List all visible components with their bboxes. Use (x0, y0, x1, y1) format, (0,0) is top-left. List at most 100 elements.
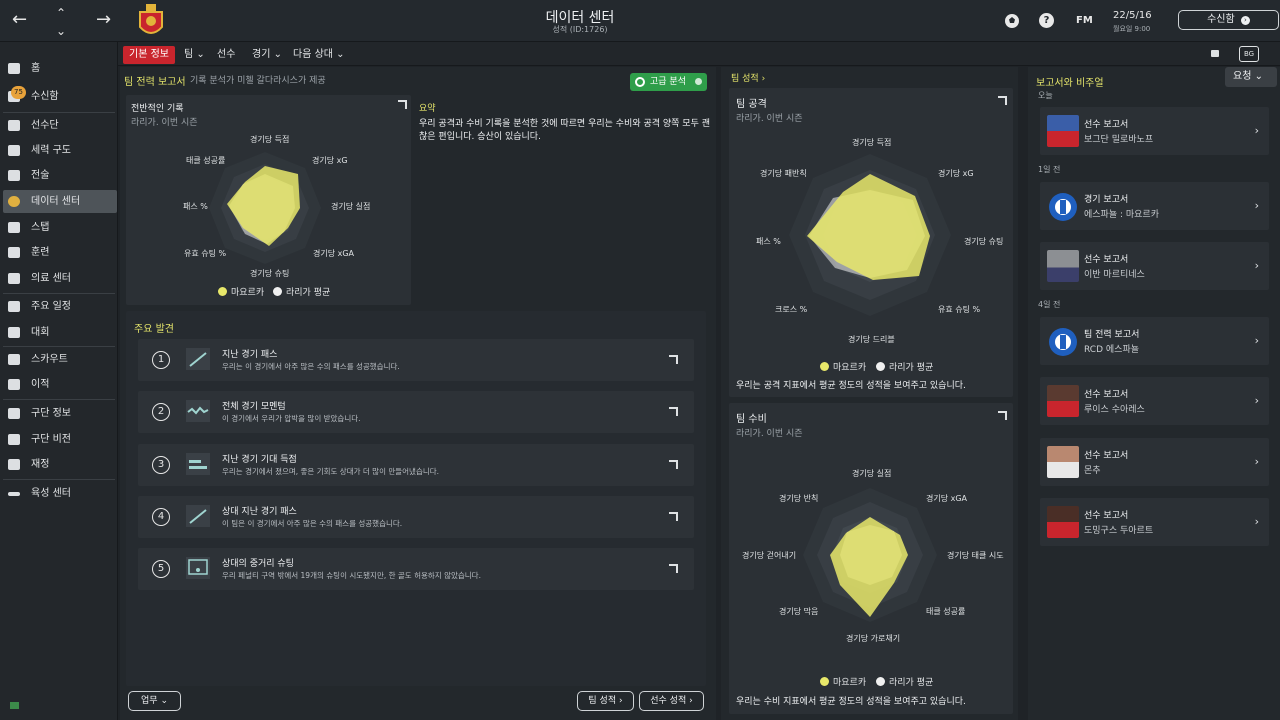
summary-text: 우리 공격과 수비 기록을 분석한 것에 따르면 우리는 수비와 공격 양쪽 모… (419, 119, 711, 142)
finding-item[interactable]: 2 전체 경기 모멘텀 이 경기에서 우리가 압박을 많이 받았습니다. (138, 391, 694, 433)
fm-logo[interactable]: FM (1076, 15, 1093, 26)
legend-team: 마요르카 (218, 285, 264, 298)
soccer-ball-icon[interactable] (1004, 13, 1020, 29)
chevron-up-icon[interactable]: ⌃ (56, 6, 67, 20)
expand-icon[interactable] (998, 96, 1007, 105)
group-time: 1일 전 (1038, 165, 1061, 174)
forward-arrow-icon[interactable]: → (96, 9, 112, 30)
finance-icon (8, 459, 20, 470)
page-subtitle: 성적 (ID:1726) (552, 25, 608, 34)
team-performance-button[interactable]: 팀 성적 › (577, 691, 634, 711)
legend-dot (218, 287, 227, 296)
radar-label: 경기당 슈팅 (964, 237, 1004, 246)
radar-label: 경기당 실점 (852, 469, 892, 478)
overall-record-subtitle: 라리가. 이번 시즌 (131, 118, 198, 128)
radar-label: 패스 % (756, 237, 781, 246)
report-item[interactable]: 팀 전력 보고서 RCD 에스파뇰 › (1040, 317, 1269, 365)
report-type: 경기 보고서 (1084, 195, 1129, 205)
sidebar-item-dynamics[interactable]: 세력 구도 (3, 139, 117, 162)
report-item[interactable]: 선수 보고서 이반 마르티네스 › (1040, 242, 1269, 290)
tab-overview[interactable]: 기본 정보 (123, 46, 175, 64)
report-type: 선수 보고서 (1084, 390, 1129, 400)
game-date: 22/5/16 (1113, 10, 1152, 21)
finding-item[interactable]: 5 상대의 중거리 슈팅 우리 페널티 구역 밖에서 19개의 슈팅이 시도됐지… (138, 548, 694, 590)
report-item[interactable]: 경기 보고서 에스파뇰 : 마요르카 › (1040, 182, 1269, 230)
report-item[interactable]: 선수 보고서 도밍구스 두아르트 › (1040, 498, 1269, 546)
help-icon[interactable]: ? (1039, 13, 1054, 28)
sidebar-item-staff[interactable]: 스탭 (3, 216, 117, 239)
club-crest-icon[interactable] (137, 3, 165, 39)
expand-icon[interactable] (669, 564, 678, 573)
radar-label: 경기당 패반칙 (760, 169, 807, 178)
finding-item[interactable]: 1 지난 경기 패스 우리는 이 경기에서 아주 많은 수의 패스를 성공했습니… (138, 339, 694, 381)
player-avatar (1047, 115, 1079, 147)
expand-icon[interactable] (669, 355, 678, 364)
finding-item[interactable]: 4 상대 지난 경기 패스 이 팀은 이 경기에서 아주 많은 수의 패스를 성… (138, 496, 694, 538)
sidebar-item-club-info[interactable]: 구단 정보 (3, 402, 117, 425)
tab-players[interactable]: 선수 (217, 49, 236, 60)
sidebar-item-transfers[interactable]: 이적 (3, 373, 117, 396)
radar-label: 태클 성공률 (926, 607, 966, 616)
trophy-icon (8, 327, 20, 338)
continue-inbox-button[interactable]: 수신함 › (1178, 10, 1279, 30)
report-subject: 루이스 수아레스 (1084, 405, 1145, 415)
sidebar-item-competitions[interactable]: 대회 (3, 321, 117, 344)
reports-filter-dropdown[interactable]: 요청 ⌄ (1225, 67, 1277, 87)
radar-label: 유효 슈팅 % (184, 249, 227, 258)
sidebar-item-development[interactable]: 육성 센터 (3, 482, 117, 505)
tab-next-opponent[interactable]: 다음 상대 ⌄ (293, 49, 345, 60)
sidebar-item-inbox[interactable]: 75 수신함 (3, 85, 117, 108)
radar-label: 경기당 슈팅 (250, 269, 290, 278)
work-dropdown[interactable]: 업무 ⌄ (128, 691, 181, 711)
chevron-right-icon: › (1254, 124, 1259, 137)
attack-radar-chart (789, 154, 951, 316)
expand-icon[interactable] (998, 411, 1007, 420)
background-toggle-icon[interactable]: BG (1239, 46, 1259, 62)
report-item[interactable]: 선수 보고서 루이스 수아레스 › (1040, 377, 1269, 425)
radar-label: 경기당 드리블 (848, 335, 895, 344)
expand-icon[interactable] (669, 407, 678, 416)
chevron-down-icon[interactable]: ⌄ (56, 24, 67, 38)
long-shot-icon (186, 557, 210, 579)
expand-icon[interactable] (669, 460, 678, 469)
report-item[interactable]: 선수 보고서 보그단 밀로바노프 › (1040, 107, 1269, 155)
game-time: 월요일 9:00 (1113, 25, 1151, 33)
sidebar-item-tactics[interactable]: 전술 (3, 164, 117, 187)
report-type: 선수 보고서 (1084, 451, 1129, 461)
club-info-icon (8, 408, 20, 419)
sub-navigation: 기본 정보 팀 ⌄ 선수 경기 ⌄ 다음 상대 ⌄ BG (118, 42, 1280, 66)
radar-label: 경기당 막음 (779, 607, 819, 616)
sidebar-item-home[interactable]: 홈 (3, 57, 117, 80)
radar-label: 경기당 xGA (313, 249, 355, 258)
sidebar-item-scouting[interactable]: 스카우트 (3, 348, 117, 371)
sidebar-item-club-vision[interactable]: 구단 비전 (3, 428, 117, 451)
legend-team: 마요르카 (820, 360, 866, 373)
back-arrow-icon[interactable]: ← (12, 9, 28, 30)
lock-icon[interactable] (1211, 50, 1219, 57)
report-item[interactable]: 선수 보고서 몬추 › (1040, 438, 1269, 486)
player-avatar (1047, 506, 1079, 538)
radar-label: 경기당 반칙 (779, 494, 819, 503)
legend-dot (820, 362, 829, 371)
sidebar-item-schedule[interactable]: 주요 일정 (3, 295, 117, 318)
tab-matches[interactable]: 경기 ⌄ (252, 49, 282, 60)
expand-icon[interactable] (669, 512, 678, 521)
medical-icon (8, 273, 20, 284)
sidebar: 홈 75 수신함 선수단 세력 구도 전술 데이터 센터 스탭 훈련 의료 센터 … (0, 42, 118, 720)
radar-label: 경기당 득점 (250, 135, 290, 144)
sidebar-item-medical[interactable]: 의료 센터 (3, 267, 117, 290)
team-performance-title[interactable]: 팀 성적 › (731, 74, 766, 84)
sidebar-item-data-center[interactable]: 데이터 센터 (3, 190, 117, 213)
chevron-right-icon: › (1254, 455, 1259, 468)
finding-item[interactable]: 3 지난 경기 기대 득점 우리는 경기에서 졌으며, 좋은 기회도 상대가 더… (138, 444, 694, 486)
advanced-analysis-button[interactable]: 고급 분석 (630, 73, 707, 91)
sidebar-item-squad[interactable]: 선수단 (3, 114, 117, 137)
player-performance-button[interactable]: 선수 성적 › (639, 691, 704, 711)
expand-icon[interactable] (398, 100, 407, 109)
status-icon[interactable] (10, 702, 19, 709)
tab-team[interactable]: 팀 ⌄ (184, 49, 205, 60)
team-defense-subtitle: 라리가. 이번 시즌 (736, 429, 803, 439)
group-time: 4일 전 (1038, 300, 1061, 309)
sidebar-item-training[interactable]: 훈련 (3, 241, 117, 264)
sidebar-item-finances[interactable]: 재정 (3, 453, 117, 476)
